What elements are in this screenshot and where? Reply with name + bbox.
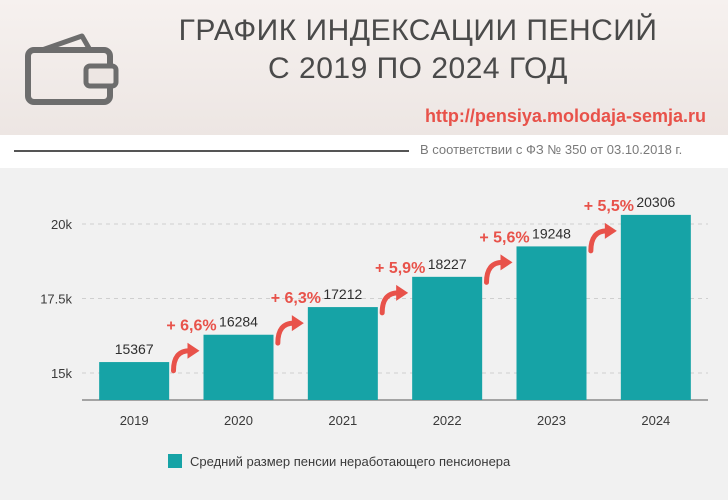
x-tick-label: 2022 bbox=[433, 413, 462, 428]
increase-label: + 6,6% bbox=[166, 318, 216, 335]
divider bbox=[14, 150, 409, 152]
curved-arrow-up-icon bbox=[275, 315, 304, 346]
bar-2020 bbox=[203, 334, 274, 400]
y-tick-label: 15k bbox=[51, 366, 72, 381]
value-label: 16284 bbox=[219, 314, 258, 330]
bar-2024 bbox=[620, 214, 691, 400]
curved-arrow-up-icon bbox=[484, 254, 513, 285]
header-panel bbox=[0, 0, 728, 135]
value-label: 17212 bbox=[323, 286, 362, 302]
law-note: В соответствии с ФЗ № 350 от 03.10.2018 … bbox=[420, 142, 683, 157]
value-label: 15367 bbox=[115, 341, 154, 357]
curved-arrow-up-icon bbox=[379, 284, 409, 316]
x-tick-label: 2019 bbox=[120, 413, 149, 428]
value-label: 20306 bbox=[636, 194, 675, 210]
curved-arrow-up-icon bbox=[171, 342, 200, 374]
increase-label: + 5,5% bbox=[584, 198, 634, 215]
x-tick-label: 2020 bbox=[224, 413, 253, 428]
bar-2023 bbox=[516, 246, 587, 400]
value-label: 19248 bbox=[532, 225, 571, 241]
title-line-1: ГРАФИК ИНДЕКСАЦИИ ПЕНСИЙ bbox=[178, 14, 658, 47]
legend-label: Средний размер пенсии неработающего пенс… bbox=[190, 454, 511, 469]
y-tick-label: 17.5k bbox=[40, 292, 72, 307]
bar-2021 bbox=[307, 307, 378, 400]
increase-label: + 5,9% bbox=[375, 260, 425, 277]
wallet-icon bbox=[25, 33, 119, 105]
bar-2019 bbox=[99, 362, 170, 400]
curved-arrow-up-icon bbox=[588, 222, 617, 254]
title-line-2: С 2019 ПО 2024 ГОД bbox=[268, 52, 568, 85]
bar-chart: 15k 17.5k 20k 15367 2019 16284 2020 17212 2021 18… bbox=[40, 194, 708, 469]
x-tick-label: 2023 bbox=[537, 413, 566, 428]
increase-label: + 6,3% bbox=[271, 290, 321, 307]
increase-label: + 5,6% bbox=[479, 229, 529, 246]
legend-swatch bbox=[168, 454, 182, 468]
value-label: 18227 bbox=[428, 256, 467, 272]
x-tick-label: 2024 bbox=[641, 413, 670, 428]
bar-2022 bbox=[412, 276, 483, 400]
page-title: ГРАФИК ИНДЕКСАЦИИ ПЕНСИЙ С 2019 ПО 2024 … bbox=[140, 12, 696, 88]
y-tick-label: 20k bbox=[51, 217, 72, 232]
x-tick-label: 2021 bbox=[328, 413, 357, 428]
site-url: http://pensiya.molodaja-semja.ru bbox=[424, 106, 706, 126]
